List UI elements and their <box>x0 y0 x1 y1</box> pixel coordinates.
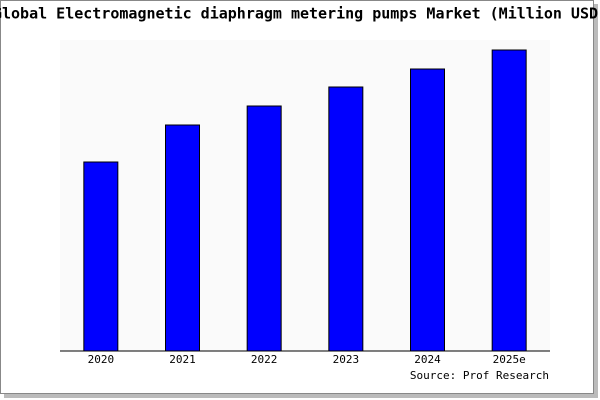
source-note: Source: Prof Research <box>410 369 549 382</box>
x-tick-label: 2023 <box>333 353 360 366</box>
x-tick-label: 2024 <box>414 353 441 366</box>
bar <box>410 68 445 352</box>
x-tick-label: 2020 <box>88 353 115 366</box>
plot-area <box>60 40 550 351</box>
bar <box>83 161 119 352</box>
frame-shadow <box>594 4 598 396</box>
bar <box>246 105 282 352</box>
x-tick-label: 2025e <box>493 353 526 366</box>
x-tick-label: 2022 <box>251 353 278 366</box>
x-tick-label: 2021 <box>169 353 196 366</box>
bar <box>491 49 527 352</box>
bar <box>328 86 364 352</box>
frame-shadow <box>4 394 598 398</box>
bar <box>165 124 200 352</box>
chart-title: Global Electromagnetic diaphragm meterin… <box>0 5 600 23</box>
